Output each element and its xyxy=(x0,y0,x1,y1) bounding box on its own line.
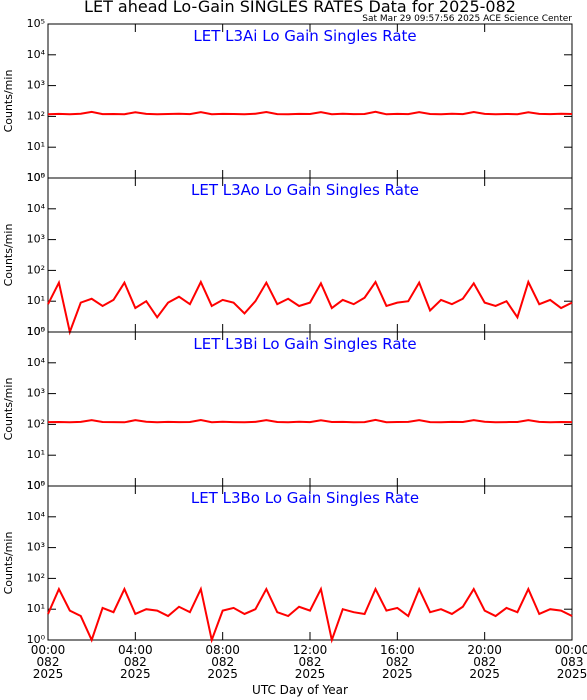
x-tick-label: 12:00 082 2025 xyxy=(293,643,328,681)
y-axis-label: Counts/min xyxy=(2,224,15,287)
y-tick-label: 10⁰ xyxy=(27,325,46,338)
y-tick-label: 10⁵ xyxy=(27,17,45,30)
y-tick-label: 10⁴ xyxy=(27,202,46,215)
y-tick-label: 10⁰ xyxy=(27,479,46,492)
x-tick-label: 08:00 082 2025 xyxy=(205,643,240,681)
data-line xyxy=(47,418,573,424)
y-tick-label: 10² xyxy=(27,571,45,584)
y-tick-label: 10² xyxy=(27,263,45,276)
y-tick-label: 10⁵ xyxy=(27,325,45,338)
data-line xyxy=(47,585,573,644)
y-tick-label: 10¹ xyxy=(27,448,45,461)
x-tick-label: 00:00 083 2025 xyxy=(555,643,587,681)
y-tick-label: 10² xyxy=(27,417,45,430)
x-axis-label: UTC Day of Year xyxy=(252,683,348,697)
timestamp: Sat Mar 29 09:57:56 2025 ACE Science Cen… xyxy=(362,14,572,24)
x-tick-label: 20:00 082 2025 xyxy=(467,643,502,681)
y-axis-label: Counts/min xyxy=(2,70,15,133)
y-tick-label: 10³ xyxy=(27,541,45,554)
data-line xyxy=(47,279,573,336)
y-tick-label: 10⁰ xyxy=(27,171,46,184)
y-tick-label: 10¹ xyxy=(27,602,45,615)
y-tick-label: 10⁵ xyxy=(27,171,45,184)
panel-title: LET L3Ai Lo Gain Singles Rate xyxy=(193,27,416,45)
x-tick-label: 04:00 082 2025 xyxy=(118,643,153,681)
y-tick-label: 10² xyxy=(27,109,45,122)
y-axis-label: Counts/min xyxy=(2,378,15,441)
y-tick-label: 10⁴ xyxy=(27,356,46,369)
y-axis-label: Counts/min xyxy=(2,532,15,595)
page-title: LET ahead Lo-Gain SINGLES RATES Data for… xyxy=(84,0,516,16)
data-line xyxy=(47,110,573,116)
y-tick-label: 10⁴ xyxy=(27,510,46,523)
y-tick-label: 10¹ xyxy=(27,294,45,307)
panel-title: LET L3Ao Lo Gain Singles Rate xyxy=(191,181,419,199)
y-tick-label: 10⁰ xyxy=(27,633,46,646)
x-tick-label: 00:00 082 2025 xyxy=(31,643,66,681)
y-tick-label: 10³ xyxy=(27,233,45,246)
y-tick-label: 10⁵ xyxy=(27,479,45,492)
panel-title: LET L3Bo Lo Gain Singles Rate xyxy=(191,489,419,507)
y-tick-label: 10³ xyxy=(27,79,45,92)
x-tick-label: 16:00 082 2025 xyxy=(380,643,415,681)
y-tick-label: 10¹ xyxy=(27,140,45,153)
y-tick-label: 10⁴ xyxy=(27,48,46,61)
y-tick-label: 10³ xyxy=(27,387,45,400)
panel-title: LET L3Bi Lo Gain Singles Rate xyxy=(193,335,416,353)
